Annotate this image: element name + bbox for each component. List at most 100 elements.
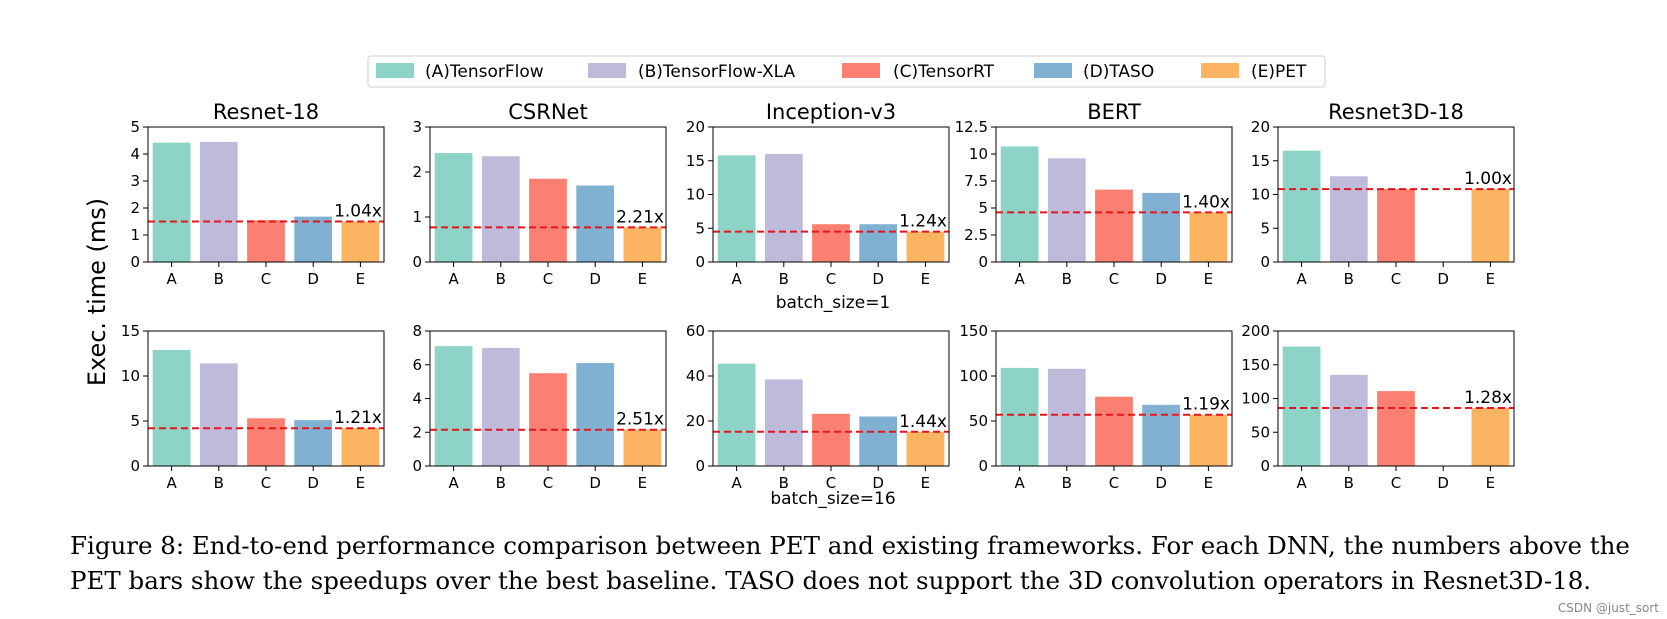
y-tick-label: 15	[686, 152, 705, 170]
y-tick-label: 5	[978, 199, 988, 217]
y-tick-label: 0	[412, 457, 422, 475]
y-tick-label: 50	[1251, 423, 1270, 441]
bar-a	[152, 349, 191, 466]
bar-e	[623, 429, 662, 466]
y-tick-label: 12.5	[955, 118, 988, 136]
y-tick-label: 100	[959, 367, 988, 385]
chart-panel: 0 2 4 6 8 A B C D E 2.51x	[412, 322, 667, 492]
y-tick-label: 7.5	[964, 172, 988, 190]
y-tick-label: 2	[412, 423, 422, 441]
bar-e	[341, 221, 380, 262]
x-tick-label: C	[261, 474, 271, 492]
y-tick-label: 0	[1260, 253, 1270, 271]
y-tick-label: 5	[695, 219, 705, 237]
y-tick-label: 60	[686, 322, 705, 340]
y-tick-label: 0	[978, 457, 988, 475]
x-tick-label: D	[1155, 474, 1167, 492]
bar-a	[1282, 346, 1321, 466]
speedup-label: 1.04x	[334, 202, 382, 222]
caption-text: bars show the speedups over the best bas…	[120, 566, 1592, 595]
x-tick-label: D	[307, 270, 319, 288]
x-tick-label: C	[826, 270, 836, 288]
x-tick-label: C	[826, 474, 836, 492]
x-tick-label: E	[1204, 270, 1213, 288]
speedup-label: 1.24x	[899, 212, 947, 232]
y-tick-label: 0	[1260, 457, 1270, 475]
y-tick-label: 150	[1241, 356, 1270, 374]
y-tick-label: 10	[969, 145, 988, 163]
bar-c	[247, 418, 285, 466]
y-tick-label: 8	[412, 322, 422, 340]
x-tick-label: E	[638, 270, 647, 288]
bar-a	[1000, 367, 1039, 466]
batch-label-row2: batch_size=16	[770, 489, 895, 509]
y-tick-label: 20	[1251, 118, 1270, 136]
y-tick-label: 2	[130, 199, 140, 217]
x-tick-label: D	[589, 474, 601, 492]
bar-b	[199, 141, 238, 262]
x-tick-label: C	[1391, 474, 1401, 492]
x-tick-label: C	[543, 474, 553, 492]
bar-d	[859, 224, 898, 262]
panel-title: Resnet3D-18	[1328, 100, 1464, 124]
x-tick-label: E	[638, 474, 647, 492]
bar-c	[812, 413, 850, 466]
bar-e	[1189, 414, 1228, 466]
legend-swatch-a	[376, 63, 414, 78]
bar-e	[906, 431, 945, 466]
bar-b	[1329, 176, 1368, 262]
x-tick-label: D	[1437, 474, 1449, 492]
legend-swatch-c	[842, 63, 880, 78]
figure-chart: (A)TensorFlow (B)TensorFlow-XLA (C)Tenso…	[83, 55, 1515, 509]
caption-smallcaps: ET	[86, 566, 121, 595]
axes-frame	[1277, 126, 1515, 263]
chart-panel: 0 20 40 60 A B C D E 1.44x	[686, 322, 950, 492]
bar-b	[199, 363, 238, 466]
y-axis-label: Exec. time (ms)	[83, 198, 111, 386]
y-tick-label: 0	[412, 253, 422, 271]
x-tick-label: B	[779, 270, 789, 288]
y-tick-label: 10	[1251, 186, 1270, 204]
speedup-label: 1.40x	[1182, 192, 1230, 212]
bar-b	[1047, 368, 1086, 466]
caption-text: Figure 8: End-to-end performance compari…	[70, 531, 786, 560]
y-tick-label: 0	[695, 457, 705, 475]
x-tick-label: B	[1062, 270, 1072, 288]
axes-frame	[995, 330, 1233, 467]
bar-c	[1377, 391, 1415, 466]
bar-e	[341, 428, 380, 466]
y-tick-label: 3	[130, 172, 140, 190]
bar-d	[576, 363, 615, 466]
speedup-label: 1.28x	[1464, 388, 1512, 408]
x-tick-label: D	[307, 474, 319, 492]
bar-d	[576, 185, 615, 262]
y-tick-label: 10	[121, 367, 140, 385]
bar-c	[1095, 396, 1133, 466]
y-tick-label: 0	[130, 457, 140, 475]
y-tick-label: 40	[686, 367, 705, 385]
x-tick-label: B	[214, 270, 224, 288]
bar-e	[623, 227, 662, 262]
x-tick-label: E	[1204, 474, 1213, 492]
chart-panel: Inception-v3 0 5 10 15 20 A B C D E 1.24x	[686, 100, 950, 288]
batch-label-row1: batch_size=1	[776, 293, 891, 313]
caption-line-2: PET bars show the speedups over the best…	[70, 563, 1630, 598]
y-tick-label: 0	[978, 253, 988, 271]
bar-e	[1471, 407, 1510, 466]
y-tick-label: 5	[1260, 219, 1270, 237]
x-tick-label: C	[543, 270, 553, 288]
x-tick-label: A	[166, 474, 177, 492]
bar-a	[434, 153, 473, 262]
chart-panel: 0 50 100 150 A B C D E 1.19x	[959, 322, 1233, 492]
bar-a	[1282, 150, 1321, 262]
bar-d	[859, 416, 898, 466]
y-tick-label: 3	[412, 118, 422, 136]
x-tick-label: A	[1296, 270, 1307, 288]
axes-frame	[712, 330, 950, 467]
bar-c	[812, 224, 850, 262]
x-tick-label: D	[1437, 270, 1449, 288]
chart-panel: 0 5 10 15 A B C D E 1.21x	[121, 322, 385, 492]
axes-frame	[1277, 330, 1515, 467]
x-tick-label: A	[731, 474, 742, 492]
x-tick-label: E	[921, 474, 930, 492]
